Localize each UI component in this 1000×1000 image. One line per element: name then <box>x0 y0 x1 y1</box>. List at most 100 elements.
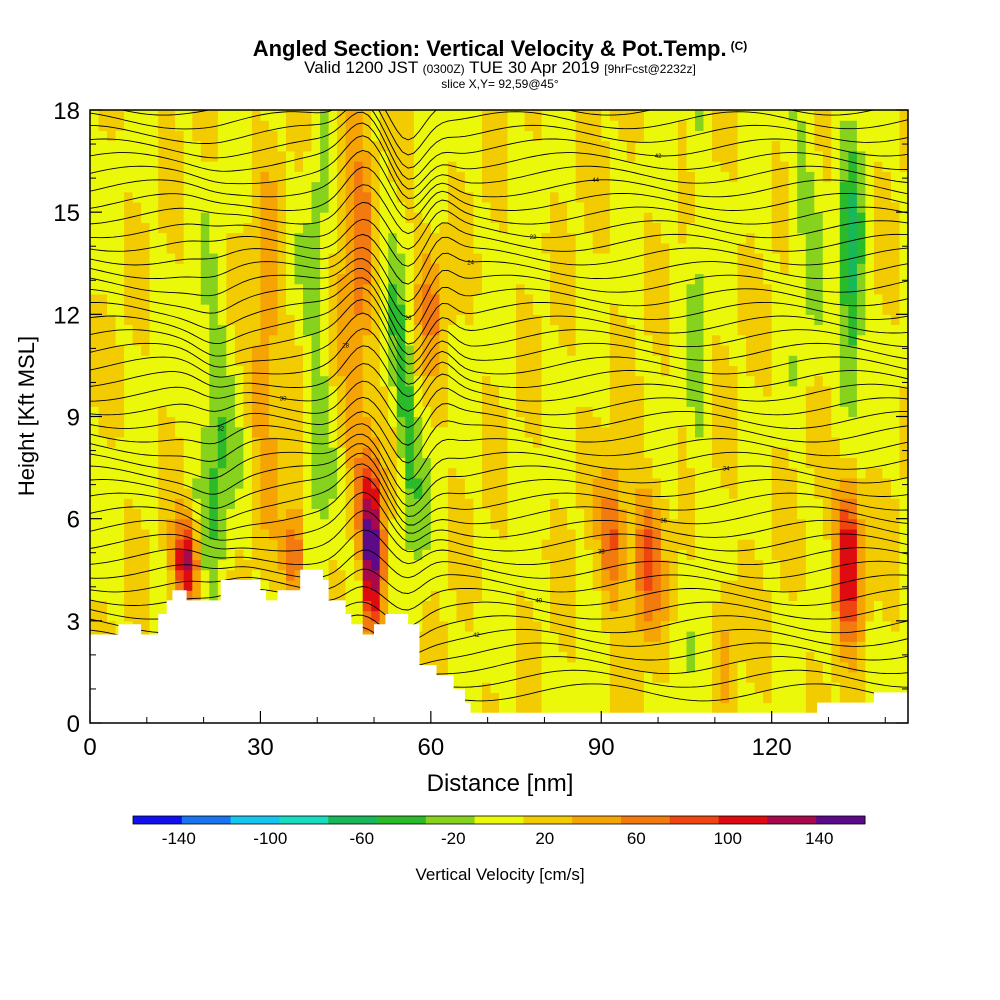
field-cell <box>354 590 364 601</box>
field-cell <box>771 416 781 428</box>
field-cell <box>217 120 227 131</box>
field-cell <box>217 447 227 458</box>
field-cell <box>405 314 415 326</box>
field-cell <box>166 304 176 315</box>
field-cell <box>311 161 321 172</box>
field-cell <box>337 416 347 428</box>
field-cell <box>703 150 713 162</box>
field-cell <box>234 436 244 448</box>
field-cell <box>132 569 142 581</box>
field-cell <box>763 702 773 714</box>
field-cell <box>115 385 125 397</box>
field-cell <box>490 314 500 326</box>
field-cell <box>703 416 713 428</box>
field-cell <box>677 253 687 264</box>
field-cell <box>541 457 551 469</box>
field-cell <box>601 273 611 285</box>
field-cell <box>243 477 253 489</box>
field-cell <box>575 559 585 571</box>
field-cell <box>695 222 705 234</box>
field-cell <box>746 171 756 183</box>
field-cell <box>643 293 653 305</box>
field-cell <box>609 467 619 479</box>
field-cell <box>217 477 227 489</box>
field-cell <box>371 263 381 274</box>
field-cell <box>260 508 270 520</box>
field-cell <box>729 273 739 285</box>
field-cell <box>703 324 713 336</box>
field-cell <box>652 600 662 612</box>
field-cell <box>584 334 594 346</box>
field-cell <box>609 150 619 162</box>
field-cell <box>456 457 466 469</box>
field-cell <box>200 222 210 234</box>
field-cell <box>473 293 483 305</box>
field-cell <box>124 222 134 234</box>
field-cell <box>464 365 474 377</box>
field-cell <box>251 365 261 377</box>
field-cell <box>183 120 193 131</box>
field-cell <box>763 477 773 489</box>
field-cell <box>609 641 619 653</box>
field-cell <box>737 631 747 642</box>
field-cell <box>533 365 543 377</box>
field-cell <box>550 528 560 540</box>
field-cell <box>396 569 406 581</box>
field-cell <box>686 171 696 183</box>
field-cell <box>124 191 134 203</box>
field-cell <box>626 631 636 642</box>
field-cell <box>371 590 381 601</box>
field-cell <box>660 355 670 366</box>
field-cell <box>141 549 151 561</box>
field-cell <box>643 671 653 683</box>
field-cell <box>635 140 645 152</box>
field-cell <box>405 120 415 131</box>
field-cell <box>788 702 798 714</box>
field-cell <box>652 171 662 183</box>
field-cell <box>771 253 781 264</box>
field-cell <box>729 631 739 642</box>
field-cell <box>303 539 313 550</box>
field-cell <box>788 232 798 244</box>
field-cell <box>754 436 764 448</box>
field-cell <box>149 293 159 305</box>
field-cell <box>780 457 790 469</box>
field-cell <box>98 334 108 346</box>
field-cell <box>183 304 193 315</box>
field-cell <box>447 273 457 285</box>
field-cell <box>107 539 117 550</box>
field-cell <box>107 222 117 234</box>
field-cell <box>473 140 483 152</box>
field-cell <box>499 130 509 142</box>
field-cell <box>499 620 509 632</box>
field-cell <box>584 222 594 234</box>
field-cell <box>575 345 585 356</box>
field-cell <box>550 559 560 571</box>
field-cell <box>175 518 185 530</box>
field-cell <box>354 345 364 356</box>
field-cell <box>669 498 679 509</box>
field-cell <box>780 150 790 162</box>
field-cell <box>720 263 730 274</box>
field-cell <box>660 191 670 203</box>
field-cell <box>635 130 645 142</box>
field-cell <box>601 580 611 591</box>
field-cell <box>550 426 560 438</box>
field-cell <box>618 375 628 387</box>
field-cell <box>524 661 534 673</box>
field-cell <box>251 447 261 458</box>
field-cell <box>660 559 670 571</box>
field-cell <box>141 253 151 264</box>
field-cell <box>371 436 381 448</box>
field-cell <box>575 181 585 193</box>
field-cell <box>609 304 619 315</box>
field-cell <box>379 396 389 407</box>
valid-label: Valid 1200 JST <box>304 58 418 77</box>
field-cell <box>499 273 509 285</box>
field-cell <box>575 661 585 673</box>
field-cell <box>337 467 347 479</box>
field-cell <box>362 518 372 530</box>
field-cell <box>533 641 543 653</box>
field-cell <box>107 436 117 448</box>
field-cell <box>584 600 594 612</box>
